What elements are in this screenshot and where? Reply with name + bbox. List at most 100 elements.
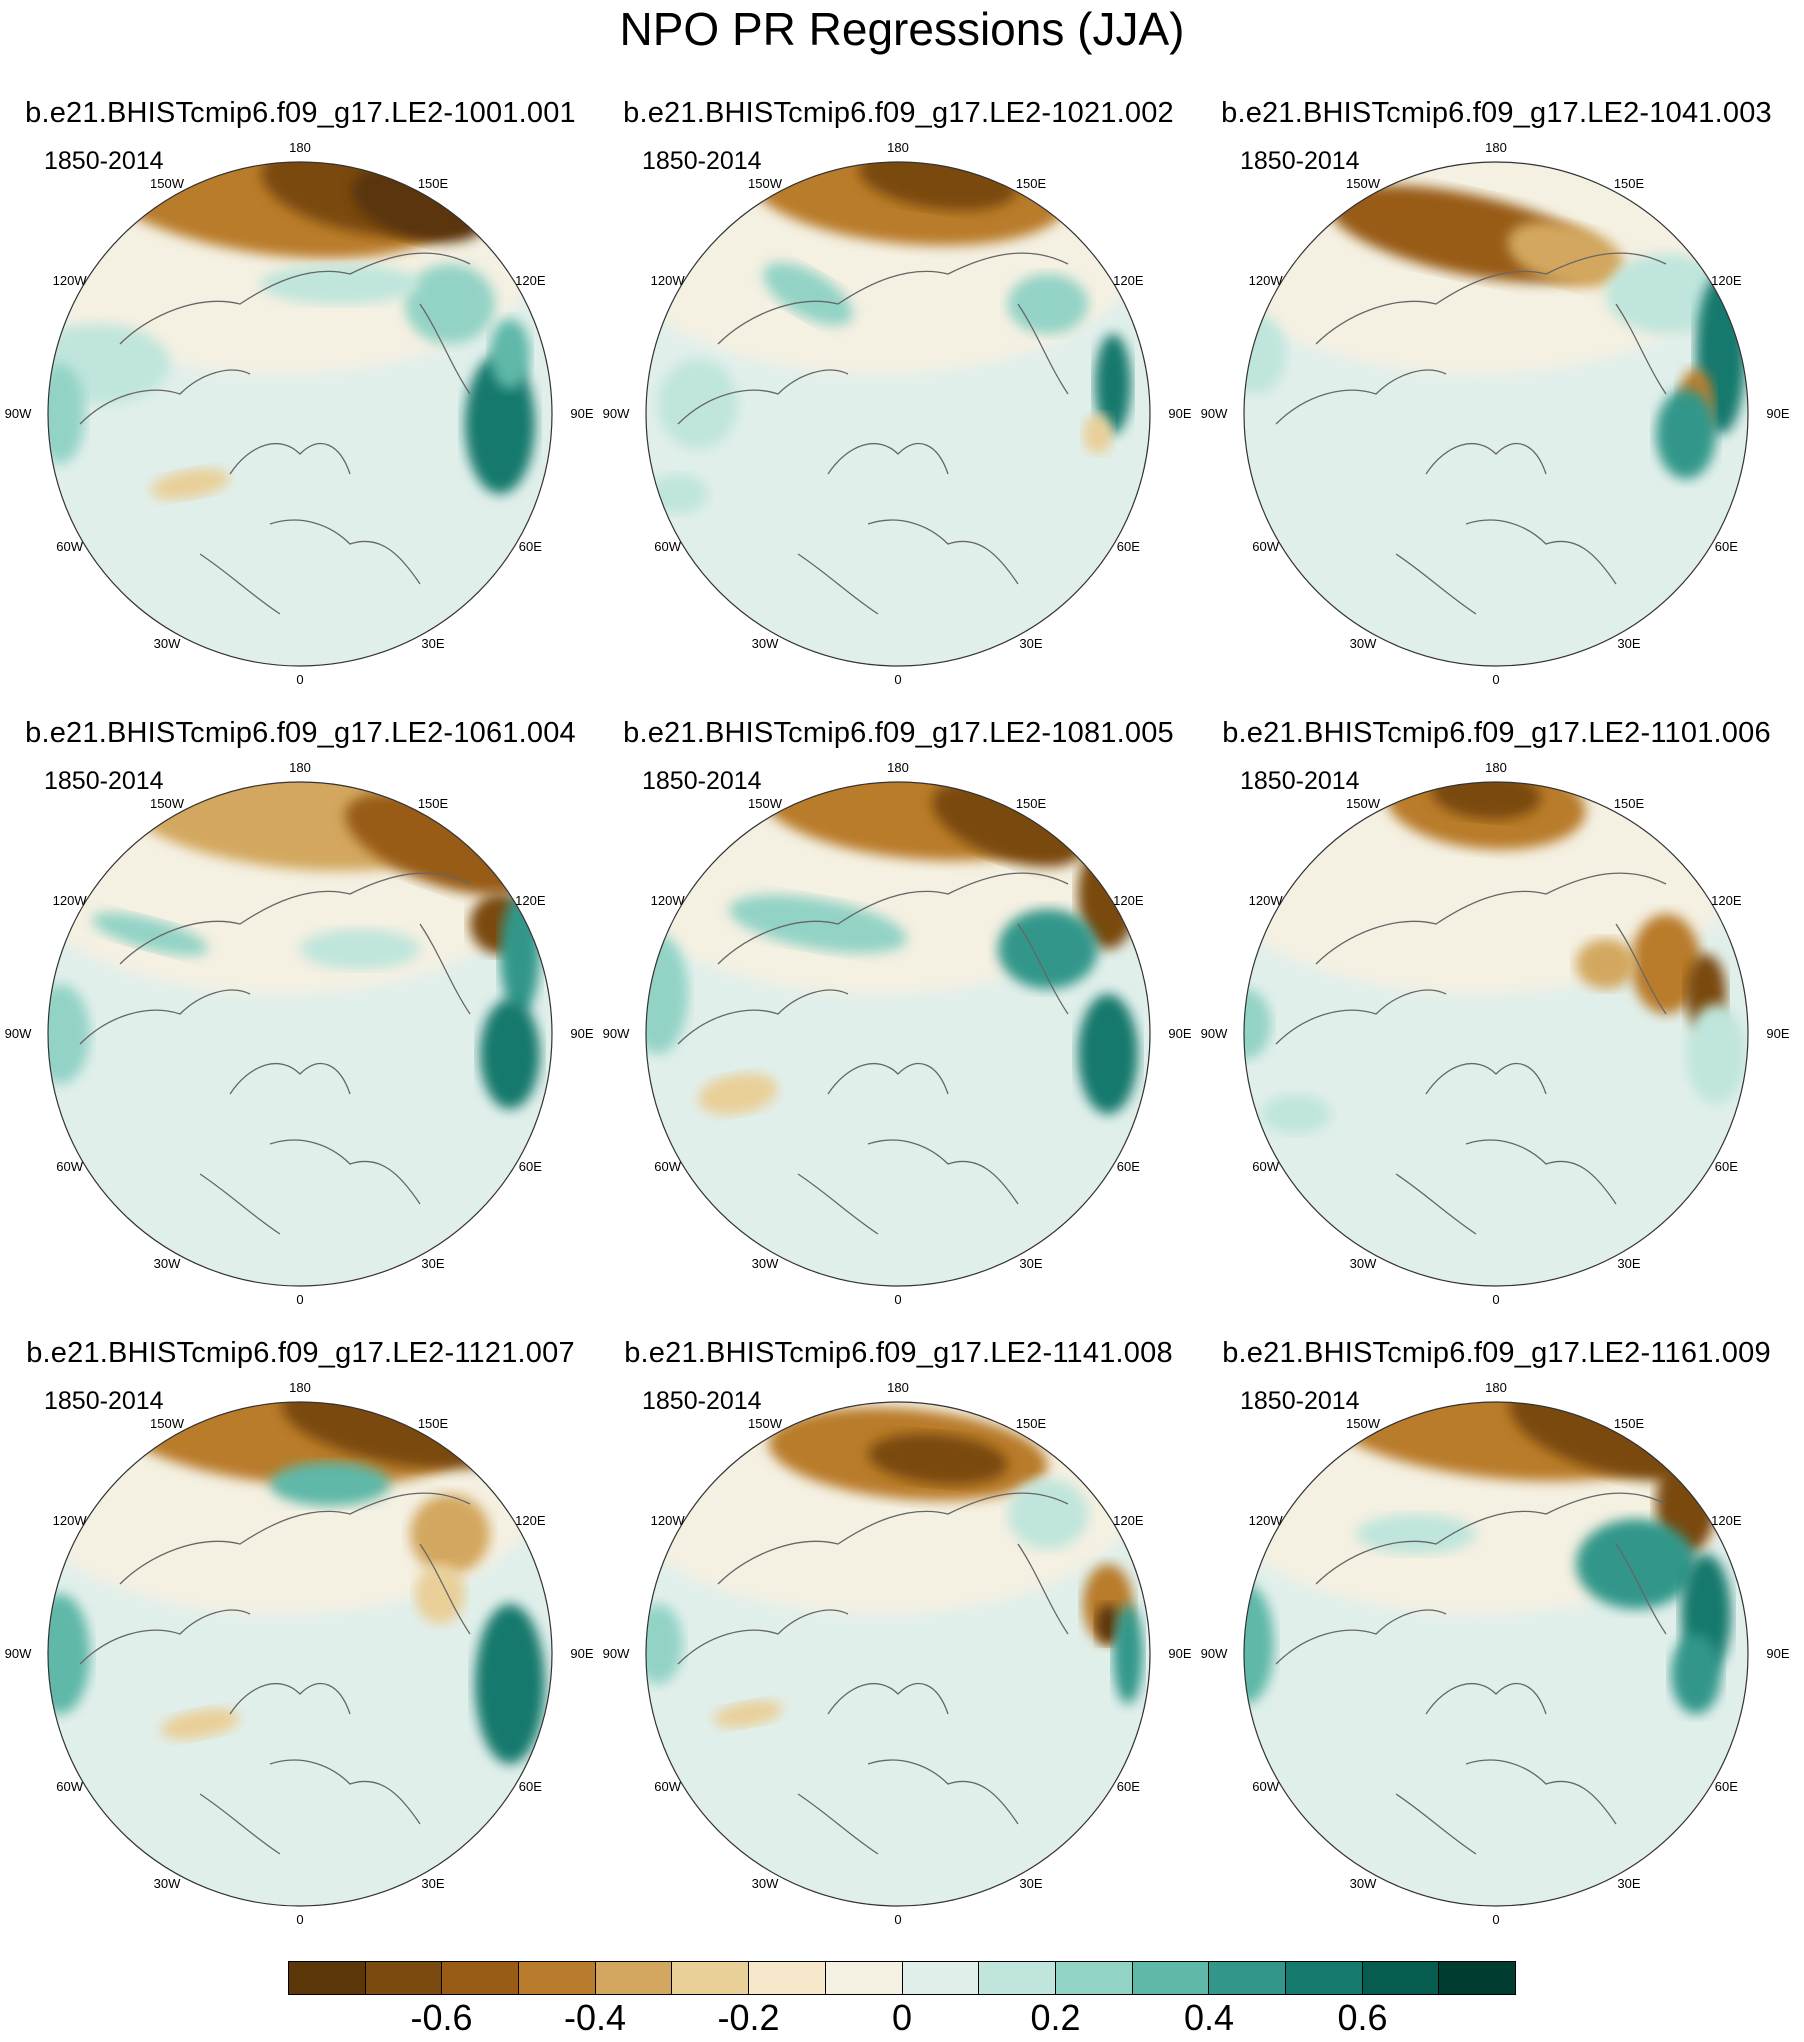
longitude-label: 150W bbox=[1346, 175, 1380, 191]
longitude-label: 0 bbox=[296, 1292, 304, 1307]
anomaly-contour bbox=[48, 984, 90, 1084]
anomaly-contour bbox=[260, 264, 420, 304]
longitude-label: 180 bbox=[289, 1380, 311, 1395]
colorbar-tick-label: 0.6 bbox=[1337, 1997, 1388, 2038]
panel-period: 1850-2014 bbox=[44, 147, 164, 175]
longitude-label: 0 bbox=[296, 672, 304, 687]
coastline bbox=[1465, 1759, 1617, 1825]
longitude-label: 150W bbox=[150, 1415, 184, 1431]
longitude-label: 120W bbox=[650, 273, 685, 288]
longitude-label: 150E bbox=[1015, 795, 1047, 811]
coastline bbox=[119, 872, 471, 965]
coastline bbox=[717, 252, 1069, 345]
colorbar-swatch bbox=[1055, 1962, 1133, 1994]
colorbar-swatch bbox=[1362, 1962, 1440, 1994]
coastline bbox=[269, 519, 421, 585]
colorbar-swatch bbox=[825, 1962, 903, 1994]
anomaly-contour bbox=[1507, 221, 1625, 287]
coastline bbox=[229, 1683, 351, 1715]
longitude-label: 90E bbox=[1766, 406, 1790, 421]
longitude-label: 150W bbox=[748, 1415, 782, 1431]
longitude-label: 120E bbox=[515, 1513, 546, 1528]
anomaly-contour bbox=[48, 1594, 90, 1714]
anomaly-contour bbox=[1244, 989, 1271, 1059]
longitude-label: 150E bbox=[417, 175, 449, 191]
longitude-label: 150W bbox=[748, 175, 782, 191]
longitude-label: 90E bbox=[570, 1026, 594, 1041]
longitude-label: 120E bbox=[1711, 273, 1742, 288]
longitude-label: 60E bbox=[1714, 1779, 1738, 1794]
colorbar-tick-label: 0 bbox=[891, 1997, 913, 2038]
longitude-label: 150E bbox=[417, 1415, 449, 1431]
coastline bbox=[827, 443, 949, 475]
panel-period: 1850-2014 bbox=[1240, 1387, 1360, 1415]
colorbar-swatch bbox=[519, 1962, 596, 1994]
panel-period: 1850-2014 bbox=[642, 147, 762, 175]
longitude-label: 30E bbox=[1617, 1876, 1641, 1892]
longitude-label: 150W bbox=[748, 795, 782, 811]
panel-title: b.e21.BHISTcmip6.f09_g17.LE2-1041.003 bbox=[1221, 97, 1772, 129]
anomaly-contour bbox=[490, 319, 530, 389]
anomaly-contour bbox=[1113, 1604, 1143, 1704]
coastline bbox=[867, 1759, 1019, 1825]
polar-map bbox=[645, 781, 1151, 1287]
longitude-label: 60W bbox=[1252, 539, 1279, 554]
longitude-label: 150E bbox=[1613, 1415, 1645, 1431]
map-panel: b.e21.BHISTcmip6.f09_g17.LE2-1121.007 185… bbox=[0, 1334, 601, 1954]
longitude-label: 90E bbox=[570, 1646, 594, 1661]
longitude-label: 0 bbox=[894, 672, 902, 687]
longitude-label: 90E bbox=[1168, 1026, 1192, 1041]
coastline bbox=[677, 1609, 849, 1665]
longitude-label: 60W bbox=[1252, 1779, 1279, 1794]
coastline bbox=[1017, 923, 1069, 1015]
colorbar-swatch bbox=[365, 1962, 443, 1994]
coastline bbox=[1615, 1543, 1667, 1635]
anomaly-contour bbox=[1606, 254, 1726, 334]
longitude-label: 30W bbox=[1349, 1256, 1377, 1272]
coastline bbox=[717, 872, 1069, 965]
coastline bbox=[1315, 1492, 1667, 1585]
polar-map bbox=[645, 1401, 1151, 1907]
coastline bbox=[797, 1173, 879, 1235]
anomaly-contour bbox=[1096, 1604, 1120, 1644]
longitude-label: 30E bbox=[1019, 1876, 1043, 1892]
map-panel: b.e21.BHISTcmip6.f09_g17.LE2-1081.005 185… bbox=[598, 714, 1199, 1334]
longitude-label: 120W bbox=[52, 273, 87, 288]
colorbar-swatch bbox=[672, 1962, 750, 1994]
anomaly-contour bbox=[270, 1462, 390, 1506]
longitude-label: 30W bbox=[153, 1876, 181, 1892]
coastline bbox=[269, 1139, 421, 1205]
longitude-label: 30W bbox=[1349, 636, 1377, 652]
longitude-label: 90E bbox=[1766, 1026, 1790, 1041]
longitude-label: 60W bbox=[56, 539, 83, 554]
anomaly-contour bbox=[1008, 274, 1088, 334]
longitude-label: 120W bbox=[1248, 893, 1283, 908]
anomaly-contour bbox=[48, 364, 85, 464]
coastline bbox=[677, 989, 849, 1045]
longitude-label: 150E bbox=[1613, 795, 1645, 811]
map-boundary bbox=[47, 781, 553, 1287]
map-boundary bbox=[1243, 1401, 1749, 1907]
coastline bbox=[419, 923, 471, 1015]
panel-period: 1850-2014 bbox=[642, 1387, 762, 1415]
coastline bbox=[797, 1793, 879, 1855]
longitude-label: 30W bbox=[751, 1876, 779, 1892]
longitude-label: 120E bbox=[515, 273, 546, 288]
map-panel: b.e21.BHISTcmip6.f09_g17.LE2-1161.009 185… bbox=[1196, 1334, 1797, 1954]
coastline bbox=[419, 303, 471, 395]
anomaly-contour bbox=[410, 1494, 490, 1574]
longitude-label: 150E bbox=[1613, 175, 1645, 191]
coastline bbox=[119, 252, 471, 345]
polar-map bbox=[47, 781, 553, 1287]
coastline bbox=[199, 1793, 281, 1855]
longitude-label: 90E bbox=[1168, 1646, 1192, 1661]
longitude-label: 120E bbox=[1711, 1513, 1742, 1528]
panel-title: b.e21.BHISTcmip6.f09_g17.LE2-1081.005 bbox=[623, 717, 1174, 749]
anomaly-contour bbox=[646, 934, 688, 1054]
longitude-label: 90W bbox=[602, 1026, 630, 1041]
anomaly-contour bbox=[648, 474, 708, 514]
longitude-label: 180 bbox=[887, 760, 909, 775]
longitude-label: 120E bbox=[1113, 893, 1144, 908]
longitude-label: 60E bbox=[1116, 539, 1140, 554]
panel-title: b.e21.BHISTcmip6.f09_g17.LE2-1121.007 bbox=[26, 1337, 575, 1369]
